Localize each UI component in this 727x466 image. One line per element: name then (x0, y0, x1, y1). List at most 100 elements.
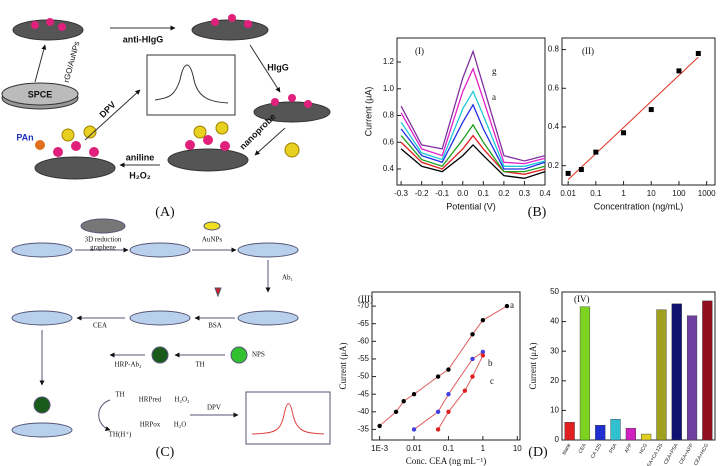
bar (579, 306, 591, 441)
marker (435, 374, 441, 379)
panel-label: (B) (528, 205, 547, 220)
marker (648, 107, 654, 113)
bar (686, 315, 698, 441)
pan (35, 140, 45, 150)
electrode (237, 242, 299, 258)
marker (446, 409, 451, 415)
x-axis-label: Concentration (ng/mL) (594, 201, 684, 211)
series-line (437, 355, 484, 430)
y-tick-label: 40 (550, 317, 559, 326)
particles (31, 14, 312, 157)
nps (230, 346, 248, 364)
dpv-curve (154, 64, 229, 104)
x-tick-label: 1000 (698, 189, 716, 198)
label: DPV (97, 99, 117, 119)
electrode (11, 422, 73, 438)
panel-a (1, 14, 331, 180)
y-tick-label: 20 (550, 376, 559, 385)
bar (641, 433, 652, 441)
label: BSA (208, 322, 222, 330)
x-tick-label: 0.1 (478, 189, 490, 198)
panel-label: (C) (156, 445, 175, 460)
probe (33, 396, 51, 414)
bar (610, 419, 621, 441)
annotation: (II) (582, 46, 594, 56)
label: H₂O (174, 421, 187, 429)
arrow (249, 44, 281, 93)
panel-label: (D) (528, 445, 548, 460)
x-tick-label: 0.0 (457, 189, 469, 198)
x-tick-label: 0.1 (443, 444, 455, 453)
y-tick-label: -70 (357, 301, 369, 310)
probe (151, 346, 169, 364)
aunp (203, 221, 221, 231)
y-tick-label: 0.2 (548, 161, 560, 170)
y-tick-label: 0.4 (383, 164, 395, 173)
y-tick-label: 0.6 (548, 83, 560, 92)
x-tick-label: 0.01 (560, 189, 576, 198)
marker (435, 427, 441, 432)
y-tick-label: 50 (550, 287, 559, 296)
x-tick-label: 1 (621, 189, 626, 198)
label: TH (115, 391, 124, 399)
y-tick-label: 30 (550, 346, 559, 355)
marker (565, 170, 571, 176)
bar (564, 422, 575, 441)
panel-c (11, 218, 331, 445)
marker (480, 353, 486, 358)
x-tick-label: 100 (672, 189, 686, 198)
electrode (34, 156, 116, 180)
label: graphene (90, 244, 116, 252)
x-tick-label: 10 (647, 189, 656, 198)
annotation: a (492, 92, 496, 102)
annotation: (III) (358, 294, 373, 304)
electrode (167, 148, 249, 172)
x-axis-label: Potential (V) (446, 201, 496, 211)
electrode (191, 19, 269, 41)
x-tick-label: -0.3 (394, 189, 408, 198)
label: TH (195, 361, 204, 369)
label: HRPred (139, 396, 162, 404)
y-tick-label: -35 (357, 425, 369, 434)
x-tick-label: 0.2 (498, 189, 510, 198)
y-tick-label: -50 (357, 372, 369, 381)
annotation: b (488, 358, 493, 368)
y-axis-label: Current (μA) (363, 87, 373, 137)
bar (595, 425, 606, 441)
y-tick-label: 10 (550, 406, 559, 415)
marker (470, 374, 475, 379)
series-line (400, 143, 546, 179)
x-tick-label: 0.1 (590, 189, 602, 198)
graphene (80, 218, 126, 234)
marker (401, 399, 406, 404)
x-tick-label: -0.2 (415, 189, 429, 198)
marker (480, 349, 486, 355)
x-tick-label: -0.1 (435, 189, 449, 198)
electrode (129, 310, 191, 326)
panel-label: (A) (155, 205, 175, 220)
marker (377, 423, 382, 429)
x-tick-label: PSA (608, 442, 619, 454)
marker (480, 317, 486, 323)
marker (446, 391, 451, 397)
label: DPV (207, 404, 221, 412)
y-tick-label: -40 (357, 407, 369, 416)
y-tick-label: -55 (357, 354, 369, 363)
arrow (98, 399, 111, 431)
label: PAn (16, 132, 33, 142)
label: CEA (93, 322, 107, 330)
annotation: a (510, 300, 514, 310)
marker (578, 167, 584, 173)
label: SPCE (28, 89, 53, 99)
electrode (11, 310, 73, 326)
label: TH(H⁺) (109, 431, 132, 439)
marker (411, 391, 417, 397)
series-line (400, 123, 546, 173)
dpv-box (245, 391, 331, 445)
dpv-curve (251, 403, 325, 435)
y-tick-label: 1.0 (383, 84, 395, 93)
electrode (1, 82, 79, 106)
x-tick-label: blank (561, 442, 572, 456)
